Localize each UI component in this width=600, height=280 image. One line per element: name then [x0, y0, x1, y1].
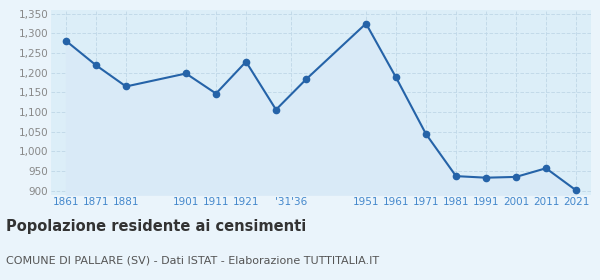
Text: COMUNE DI PALLARE (SV) - Dati ISTAT - Elaborazione TUTTITALIA.IT: COMUNE DI PALLARE (SV) - Dati ISTAT - El… [6, 255, 379, 265]
Text: Popolazione residente ai censimenti: Popolazione residente ai censimenti [6, 219, 306, 234]
